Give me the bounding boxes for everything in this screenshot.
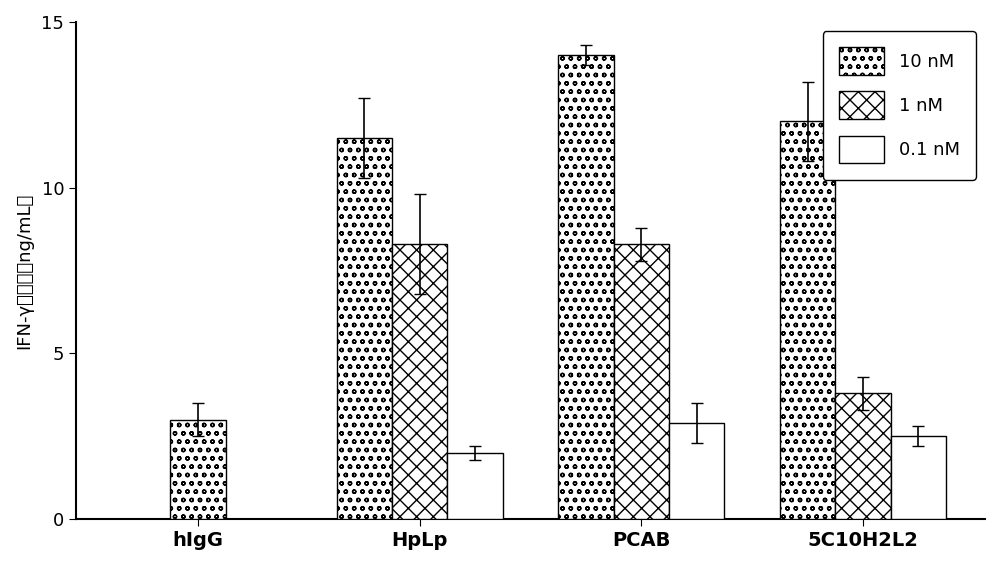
Bar [891, 436, 946, 519]
Bar [780, 121, 835, 519]
Bar [835, 393, 891, 519]
Bar [337, 138, 392, 519]
Bar [558, 55, 614, 519]
Legend: 10 nM, 1 nM, 0.1 nM: 10 nM, 1 nM, 0.1 nM [823, 31, 976, 180]
Y-axis label: IFN-γ分泌量（ng/mL）: IFN-γ分泌量（ng/mL） [15, 193, 33, 349]
Bar [669, 423, 724, 519]
Bar [447, 453, 503, 519]
Bar [392, 244, 447, 519]
Bar [614, 244, 669, 519]
Bar [170, 420, 226, 519]
